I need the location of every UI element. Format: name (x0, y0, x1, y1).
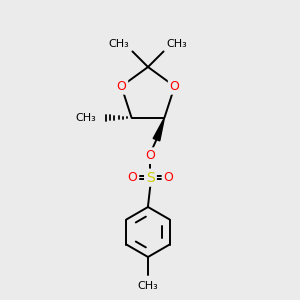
Text: CH₃: CH₃ (109, 39, 129, 50)
Text: O: O (116, 80, 126, 93)
Text: S: S (146, 171, 155, 185)
Text: O: O (146, 149, 155, 162)
Text: O: O (164, 171, 173, 184)
Text: CH₃: CH₃ (138, 281, 158, 291)
Text: O: O (128, 171, 137, 184)
Text: CH₃: CH₃ (167, 39, 187, 50)
Text: CH₃: CH₃ (76, 113, 97, 123)
Polygon shape (153, 118, 164, 141)
Text: O: O (170, 80, 180, 93)
